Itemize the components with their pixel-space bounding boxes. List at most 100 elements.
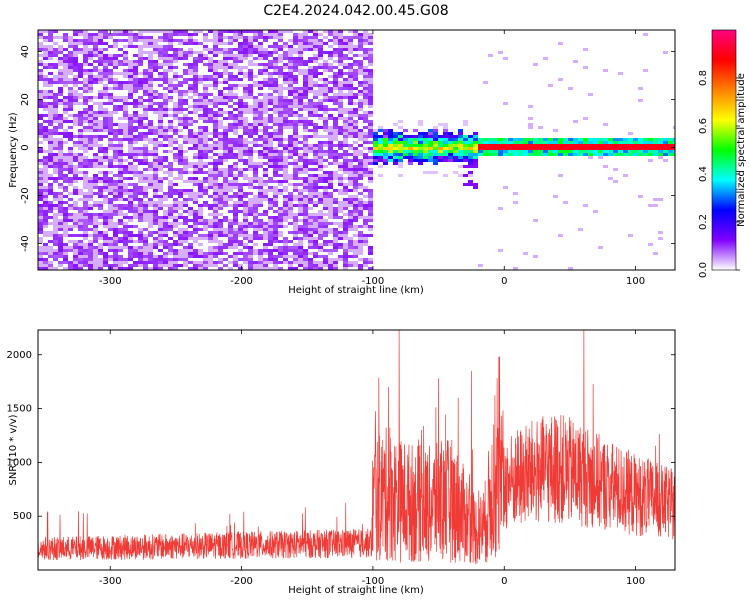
spectrogram-cell	[343, 249, 348, 252]
spectrogram-cell	[88, 48, 93, 51]
spectrogram-cell	[178, 231, 183, 234]
spectrogram-cell	[538, 153, 543, 156]
spectrogram-cell	[343, 264, 348, 267]
spectrogram-cell	[348, 63, 353, 66]
spectrogram-cell	[358, 108, 363, 111]
spectrogram-cell	[183, 54, 188, 57]
spectrogram-cell	[348, 114, 353, 117]
spectrogram-cell	[673, 126, 675, 129]
spectrogram-cell	[148, 234, 153, 237]
spectrogram-cell	[43, 168, 48, 171]
spectrogram-cell	[118, 159, 123, 162]
spectrogram-cell	[318, 165, 323, 168]
spectrogram-cell	[208, 48, 213, 51]
spectrogram-cell	[248, 261, 253, 264]
spectrogram-cell	[303, 138, 308, 141]
spectrogram-cell	[303, 108, 308, 111]
spectrogram-cell	[108, 69, 113, 72]
spectrogram-cell	[63, 39, 68, 42]
spectrogram-cell	[268, 75, 273, 78]
spectrogram-cell	[118, 213, 123, 216]
spectrogram-cell	[548, 153, 553, 156]
spectrogram-cell	[258, 33, 263, 36]
spectrogram-cell	[283, 249, 288, 252]
spectrogram-cell	[43, 195, 48, 198]
spectrogram-cell	[38, 192, 43, 195]
spectrogram-cell	[78, 39, 83, 42]
spectrogram-cell	[588, 150, 593, 153]
spectrogram-cell	[123, 30, 128, 33]
spectrogram-cell	[293, 150, 298, 153]
spectrogram-cell	[278, 138, 283, 141]
spectrogram-cell	[248, 51, 253, 54]
spectrogram-cell	[83, 225, 88, 228]
spectrogram-cell	[188, 255, 193, 258]
spectrogram-cell	[508, 153, 513, 156]
spectrogram-cell	[103, 120, 108, 123]
spectrogram-cell	[353, 96, 358, 99]
spectrogram-cell	[368, 126, 373, 129]
spectrogram-cell	[218, 120, 223, 123]
spectrogram-cell	[148, 204, 153, 207]
spectrogram-cell	[48, 234, 53, 237]
spectrogram-cell	[143, 111, 148, 114]
spectrogram-cell	[248, 147, 253, 150]
spectrogram-cell	[108, 162, 113, 165]
spectrogram-cell	[248, 207, 253, 210]
spectrogram-cell	[323, 219, 328, 222]
spectrogram-cell	[268, 96, 273, 99]
spectrogram-cell	[328, 90, 333, 93]
spectrogram-cell	[348, 36, 353, 39]
spectrogram-cell	[98, 159, 103, 162]
spectrogram-cell	[323, 126, 328, 129]
spectrogram-cell	[153, 48, 158, 51]
spectrogram-cell	[273, 186, 278, 189]
spectrogram-cell	[293, 162, 298, 165]
spectrogram-cell	[108, 249, 113, 252]
spectrogram-cell	[353, 183, 358, 186]
spectrogram-cell	[113, 243, 118, 246]
spectrogram-cell	[178, 144, 183, 147]
spectrogram-cell	[323, 105, 328, 108]
spectrogram-cell	[103, 237, 108, 240]
spectrogram-cell	[198, 222, 203, 225]
spectrogram-cell	[68, 120, 73, 123]
spectrogram-cell	[103, 72, 108, 75]
spectrogram-cell	[198, 102, 203, 105]
spectrogram-cell	[203, 180, 208, 183]
spectrogram-cell	[253, 162, 258, 165]
spectrogram-cell	[638, 144, 643, 147]
spectrogram-cell	[83, 57, 88, 60]
spectrogram-cell	[408, 156, 413, 159]
spectrogram-cell	[63, 117, 68, 120]
spectrogram-cell	[338, 246, 343, 249]
spectrogram-cell	[193, 87, 198, 90]
spectrogram-cell	[253, 144, 258, 147]
colorbar: 0.00.20.40.60.8 Normalized spectral ampl…	[698, 29, 747, 278]
spectrogram-cell	[363, 156, 368, 159]
spectrogram-cell	[303, 249, 308, 252]
spectrogram-cell	[303, 237, 308, 240]
spectrogram-cell	[258, 258, 263, 261]
spectrogram-cell	[263, 237, 268, 240]
spectrogram-cell	[483, 138, 488, 141]
spectrogram-cell	[328, 261, 333, 264]
spectrogram-cell	[533, 153, 538, 156]
spectrogram-cell	[48, 81, 53, 84]
spectrogram-cell	[193, 144, 198, 147]
spectrogram-cell	[328, 186, 333, 189]
spectrogram-cell	[163, 93, 168, 96]
spectrogram-cell	[333, 210, 338, 213]
spectrogram-cell	[208, 114, 213, 117]
spectrogram-cell	[298, 45, 303, 48]
spectrogram-cell	[158, 45, 163, 48]
spectrogram-cell	[198, 117, 203, 120]
spectrogram-cell	[343, 234, 348, 237]
spectrogram-cell	[293, 114, 298, 117]
spectrogram-cell	[88, 69, 93, 72]
spectrogram-cell	[43, 165, 48, 168]
spectrogram-cell	[258, 57, 263, 60]
spectrogram-cell	[283, 216, 288, 219]
spectrogram-cell	[43, 261, 48, 264]
spectrogram-cell	[288, 123, 293, 126]
